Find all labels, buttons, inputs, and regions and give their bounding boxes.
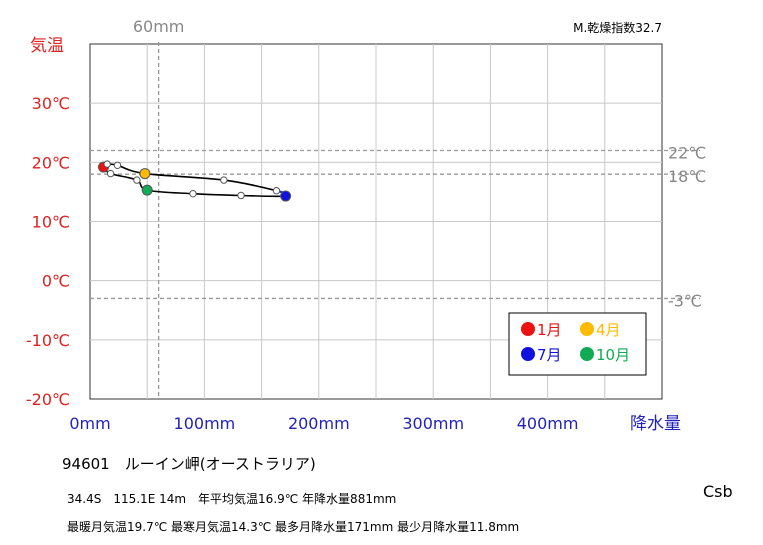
legend-marker-1 (521, 322, 535, 336)
month-marker-4 (139, 168, 151, 180)
precip-threshold-label: 60mm (133, 17, 185, 36)
y-tick-label: -20℃ (26, 390, 70, 409)
legend-marker-10 (580, 347, 594, 361)
month-point-3 (113, 161, 122, 169)
climate-series (97, 160, 292, 202)
dryness-index: M.乾燥指数32.7 (573, 20, 662, 35)
reference-lines: 60mm 22℃ 18℃ -3℃ (90, 17, 706, 399)
koppen-class: Csb (703, 482, 733, 501)
legend-label-1: 1月 (537, 321, 562, 339)
month-point-11 (133, 176, 141, 184)
month-point-5 (220, 176, 228, 184)
month-marker-10 (141, 184, 153, 196)
x-tick-label: 0mm (69, 414, 110, 433)
grid-lines (90, 44, 662, 399)
x-tick-label: 100mm (174, 414, 236, 433)
month-point-12 (106, 169, 115, 178)
tick-labels: 0mm 100mm 200mm 300mm 400mm 30℃ 20℃ 10℃ 0℃ -10℃ -2… (26, 94, 579, 433)
station-summary-1: 34.4S 115.1E 14m 年平均気温16.9℃ 年降水量881mm (67, 492, 397, 506)
legend-label-7: 7月 (537, 346, 562, 364)
y-tick-label: 30℃ (32, 94, 70, 113)
y-tick-label: -10℃ (26, 331, 70, 350)
legend-marker-7 (521, 347, 535, 361)
x-tick-label: 400mm (517, 414, 579, 433)
y-axis-label: 気温 (30, 36, 64, 56)
station-summary-2: 最暖月気温19.7℃ 最寒月気温14.3℃ 最多月降水量171mm 最少月降水量… (67, 520, 520, 534)
legend-label-10: 10月 (596, 346, 630, 364)
month-point-8 (237, 191, 245, 200)
legend-marker-4 (580, 322, 594, 336)
month-point-2 (103, 160, 111, 168)
legend-label-4: 4月 (596, 321, 621, 339)
month-point-6 (272, 187, 281, 195)
temp-threshold-label: 22℃ (668, 144, 706, 163)
y-tick-label: 20℃ (32, 153, 70, 172)
x-tick-label: 200mm (288, 414, 350, 433)
temp-threshold-label: -3℃ (668, 291, 702, 310)
month-marker-7 (280, 190, 292, 202)
month-point-9 (189, 189, 197, 198)
x-axis-label: 降水量 (630, 414, 681, 434)
y-tick-label: 10℃ (32, 213, 70, 232)
y-tick-label: 0℃ (42, 272, 70, 291)
x-tick-label: 300mm (402, 414, 464, 433)
legend: 1月 4月 7月 10月 (508, 312, 647, 376)
temp-threshold-label: 18℃ (668, 167, 706, 186)
station-name: 94601 ルーイン岬(オーストラリア) (62, 455, 316, 473)
climate-chart: 60mm 22℃ 18℃ -3℃ 0mm 100mm 200mm 300mm 400mm 30℃… (26, 17, 706, 434)
